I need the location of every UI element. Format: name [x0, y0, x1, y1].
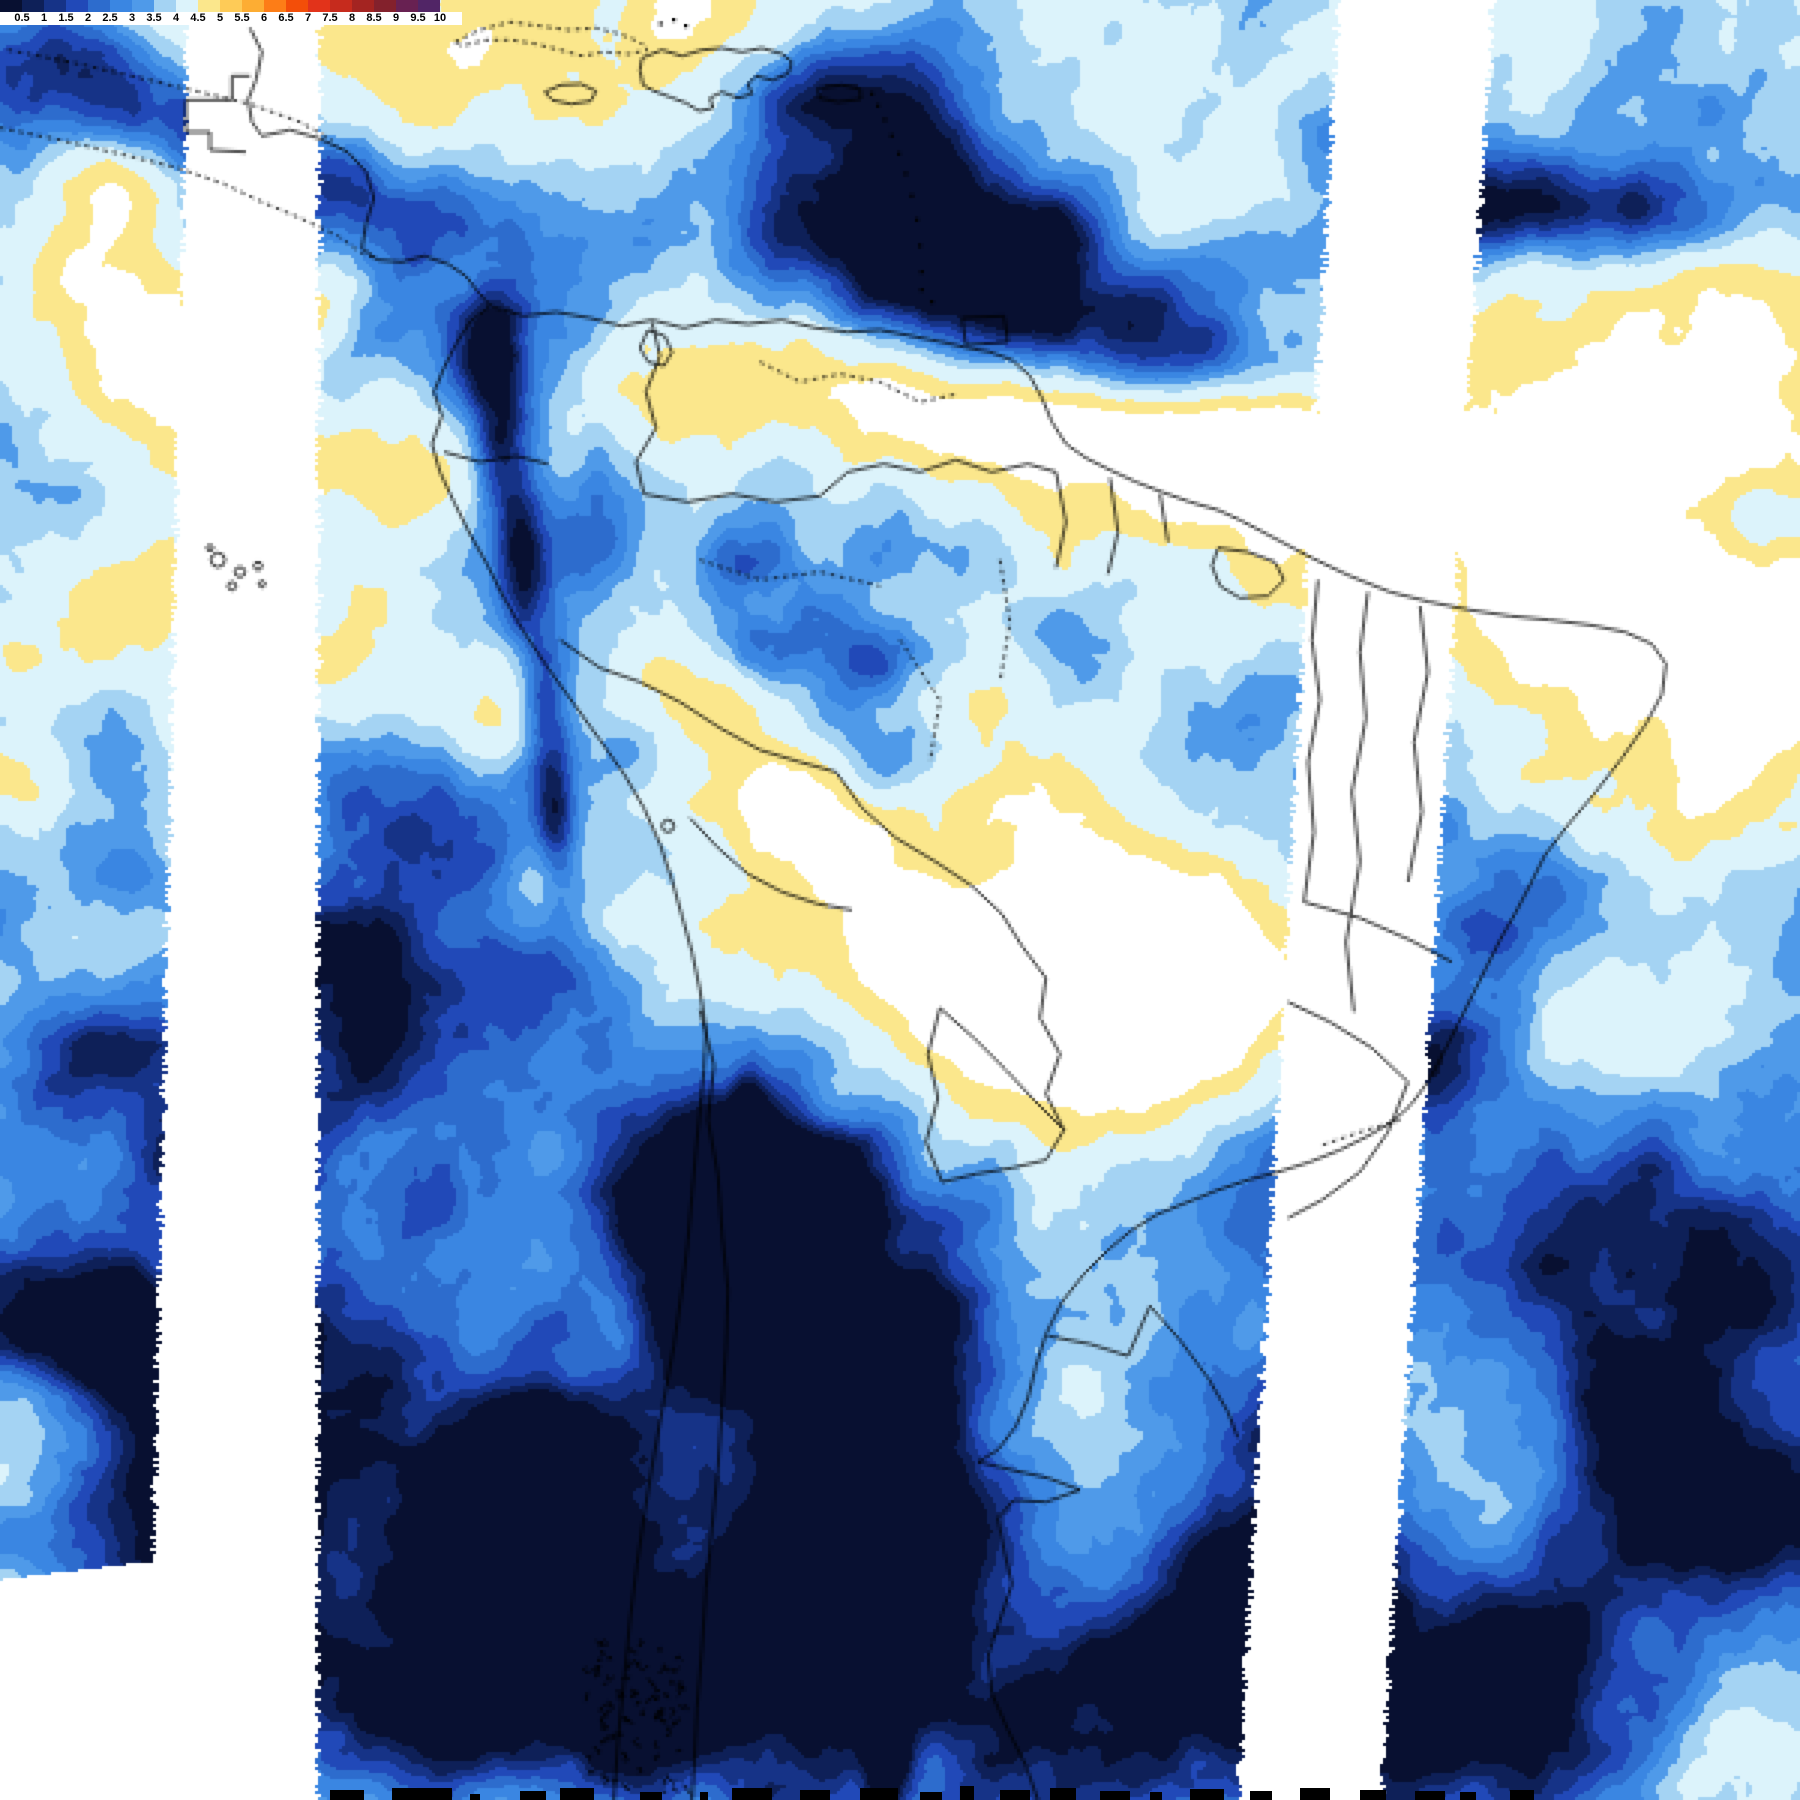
- caption-text-fragment: [520, 1791, 546, 1800]
- legend-color-cell: [396, 0, 418, 12]
- caption-text-fragment: [800, 1790, 830, 1800]
- legend-tick-label: 3.5: [146, 12, 162, 24]
- legend-tick-label: 2: [84, 12, 92, 24]
- legend-tick-label: 4: [172, 12, 180, 24]
- legend-tick-label: 2.5: [102, 12, 118, 24]
- legend-color-cell: [22, 0, 44, 12]
- caption-text-fragment: [330, 1790, 364, 1800]
- legend-tick-label: 6.5: [278, 12, 294, 24]
- legend-tick-label: 6: [260, 12, 268, 24]
- legend-tick-label: 10: [433, 12, 447, 24]
- caption-text-fragment: [640, 1792, 662, 1800]
- legend-color-cell: [352, 0, 374, 12]
- caption-text-fragment: [1000, 1790, 1030, 1800]
- legend-color-cell: [66, 0, 88, 12]
- legend-color-cell: [374, 0, 396, 12]
- legend-color-cell: [330, 0, 352, 12]
- caption-text-fragment: [392, 1788, 452, 1800]
- legend-color-cell: [198, 0, 220, 12]
- legend-color-cell: [132, 0, 154, 12]
- legend-tick-label: 5: [216, 12, 224, 24]
- caption-text-fragment: [470, 1794, 480, 1800]
- caption-text-fragment: [1460, 1792, 1476, 1800]
- caption-text-fragment: [1510, 1790, 1534, 1800]
- legend-color-cell: [308, 0, 330, 12]
- legend-color-cell: [418, 0, 440, 12]
- legend-tick-label: 0.5: [14, 12, 30, 24]
- legend-tick-label: 8.5: [366, 12, 382, 24]
- caption-text-fragment: [1300, 1788, 1330, 1800]
- caption-text-fragment: [560, 1788, 594, 1800]
- caption-text-fragment: [732, 1788, 772, 1800]
- legend-color-cell: [110, 0, 132, 12]
- caption-text-fragment: [1100, 1791, 1130, 1800]
- caption-text-fragment: [1250, 1791, 1272, 1800]
- legend-color-cell: [154, 0, 176, 12]
- legend-tick-label: 3: [128, 12, 136, 24]
- legend-color-cell: [0, 0, 22, 12]
- caption-text-fragment: [1050, 1788, 1076, 1800]
- caption-text-fragment: [1150, 1792, 1162, 1800]
- legend-tick-label: 7: [304, 12, 312, 24]
- caption-text-fragment: [1190, 1789, 1224, 1800]
- legend-tick-label: 5.5: [234, 12, 250, 24]
- legend-color-cell: [264, 0, 286, 12]
- legend-color-cell: [242, 0, 264, 12]
- caption-text-fragment: [860, 1788, 898, 1800]
- legend-color-cell: [88, 0, 110, 12]
- caption-text-fragment: [960, 1786, 974, 1800]
- legend-tick-label: 9: [392, 12, 400, 24]
- legend-tick-label: 1: [40, 12, 48, 24]
- legend-color-cell: [286, 0, 308, 12]
- caption-text-fragment: [1415, 1791, 1445, 1800]
- caption-text-fragment: [1360, 1790, 1386, 1800]
- legend-color-cell: [220, 0, 242, 12]
- legend-tick-label: 7.5: [322, 12, 338, 24]
- legend-color-bar: [0, 0, 440, 12]
- legend-label-strip: 0.5 1 1.5 2 2.5 3 3.5 4 4.5 5 5.5 6 6.5 7 7.5 8 8.5 9 9.5 1…: [0, 12, 462, 25]
- legend-color-cell: [176, 0, 198, 12]
- legend-tick-label: 1.5: [58, 12, 74, 24]
- legend-tick-label: 4.5: [190, 12, 206, 24]
- legend-tick-label: 8: [348, 12, 356, 24]
- caption-text-fragment: [700, 1792, 708, 1800]
- legend-color-cell: [44, 0, 66, 12]
- legend-tick-label: 9.5: [410, 12, 426, 24]
- caption-text-fragment: [920, 1792, 942, 1800]
